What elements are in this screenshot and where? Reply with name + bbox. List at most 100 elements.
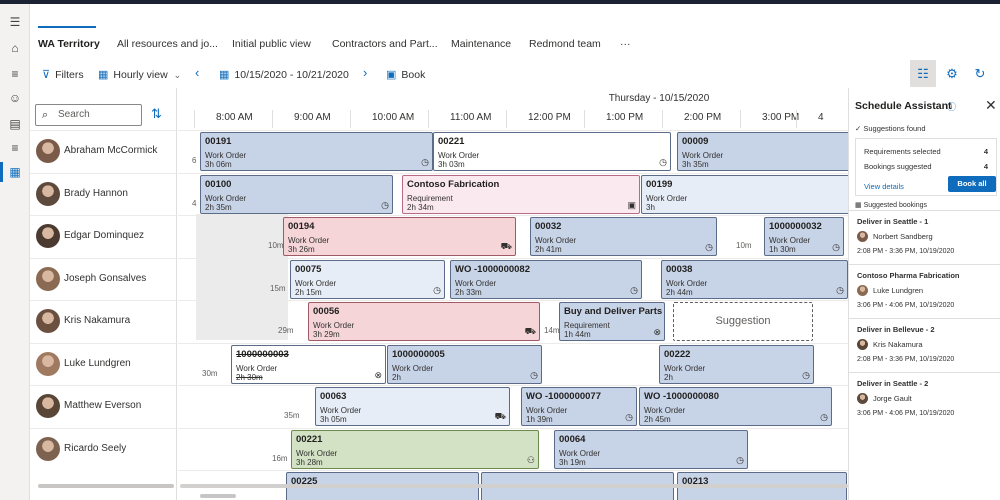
sort-icon[interactable]: ⇅: [151, 106, 162, 121]
booking-duration: 3h 06m: [205, 160, 232, 169]
view-details-link[interactable]: View details: [864, 182, 904, 191]
booking-block[interactable]: 00064 Work Order 3h 19m ◷: [554, 429, 748, 469]
contacts-icon[interactable]: ≡: [11, 141, 19, 155]
booking-block[interactable]: 00191 Work Order 3h 06m ◷: [200, 132, 433, 171]
document-icon[interactable]: ▤: [9, 117, 21, 131]
refresh-icon[interactable]: ↻: [974, 66, 986, 81]
suggested-booking-item[interactable]: Contoso Pharma Fabrication Luke Lundgren…: [849, 264, 1000, 318]
resource-scrollbar[interactable]: [38, 484, 174, 488]
previous-range-button[interactable]: ‹: [195, 65, 200, 80]
booking-block[interactable]: 00199 Work Order 3h: [641, 174, 848, 214]
resource-row[interactable]: Brady Hannon: [30, 172, 176, 216]
suggested-booking-item[interactable]: Deliver in Seattle - 1 Norbert Sandberg …: [849, 210, 1000, 264]
resource-row[interactable]: Edgar Dominquez: [30, 215, 176, 258]
hamburger-menu-icon[interactable]: ☰: [9, 15, 21, 29]
suggestion-slot[interactable]: Suggestion: [673, 302, 813, 341]
booking-block[interactable]: 00009 Work Order 3h 35m: [677, 132, 848, 171]
suggested-booking-item[interactable]: Deliver in Seattle - 2 Jorge Gault 3:06 …: [849, 372, 1000, 426]
booking-block[interactable]: 00075 Work Order 2h 15m ◷: [290, 259, 445, 299]
date-range-picker[interactable]: ▦ 10/15/2020 - 10/21/2020: [219, 69, 349, 81]
booking-duration: 3h 05m: [320, 415, 347, 424]
calendar-icon: ▦: [219, 69, 230, 81]
suggestions-status: ✓ Suggestions found: [855, 124, 926, 133]
panel-title: Schedule Assistant: [855, 100, 952, 112]
booking-block[interactable]: 00221 Work Order 3h 28m ⚇: [291, 429, 539, 469]
tab-wa-territory[interactable]: WA Territory: [38, 38, 100, 50]
resource-row[interactable]: Ricardo Seely: [30, 427, 176, 471]
info-icon[interactable]: ⓘ: [947, 102, 957, 112]
booking-block[interactable]: 00032 Work Order 2h 41m ◷: [530, 217, 717, 256]
booking-block[interactable]: Contoso Fabrication Requirement 2h 34m ▣: [402, 174, 640, 214]
travel-time: 4: [192, 198, 197, 208]
tab-redmond-team[interactable]: Redmond team: [529, 38, 601, 50]
avatar: [36, 266, 60, 291]
booking-type: Work Order: [646, 193, 688, 203]
next-range-button[interactable]: ›: [363, 65, 368, 80]
travel-time: 14m: [544, 326, 560, 335]
suggested-booking-item[interactable]: Deliver in Bellevue - 2 Kris Nakamura 2:…: [849, 318, 1000, 372]
booking-id: 00213: [682, 476, 709, 487]
booking-block[interactable]: 00063 Work Order 3h 05m ⛟: [315, 387, 510, 426]
view-selector[interactable]: ▦ Hourly view ⌄: [98, 69, 182, 81]
avatar: [857, 393, 868, 404]
booking-type: Work Order: [769, 236, 811, 245]
booking-duration: 2h 45m: [644, 415, 671, 424]
booking-block[interactable]: Buy and Deliver Parts Requirement 1h 44m…: [559, 302, 665, 341]
booking-block[interactable]: 00056 Work Order 3h 29m ⛟: [308, 302, 540, 341]
booking-id: 00199: [646, 178, 673, 190]
booking-block[interactable]: WO -1000000082 Work Order 2h 33m ◷: [450, 259, 642, 299]
book-button[interactable]: ▣ Book: [386, 69, 426, 81]
resource-lane: [178, 130, 848, 173]
booking-type: Work Order: [296, 448, 338, 458]
grid-scrollbar[interactable]: [200, 494, 236, 498]
booking-block[interactable]: 00194 Work Order 3h 26m ⛟: [283, 217, 516, 256]
calendar-icon[interactable]: ▦: [9, 165, 21, 179]
resource-lane: [178, 427, 848, 471]
booking-type: Work Order: [320, 406, 362, 415]
booking-block[interactable]: WO -1000000080 Work Order 2h 45m ◷: [639, 387, 832, 426]
list-icon[interactable]: ≡: [11, 67, 19, 81]
filters-button[interactable]: ⊽ Filters: [42, 69, 84, 81]
book-all-button[interactable]: Book all: [948, 176, 996, 192]
search-input[interactable]: ⌕ Search: [35, 104, 142, 126]
suggestion-label: Suggestion: [715, 315, 771, 327]
close-icon[interactable]: ✕: [985, 97, 997, 113]
resource-row[interactable]: Joseph Gonsalves: [30, 257, 176, 301]
booking-id: 00221: [296, 433, 323, 445]
suggestion-time: 2:08 PM - 3:36 PM, 10/19/2020: [857, 356, 955, 363]
tab-contractors[interactable]: Contractors and Part...: [332, 38, 438, 50]
booking-block[interactable]: 1000000032 Work Order 1h 30m ◷: [764, 217, 844, 256]
booking-block[interactable]: 00221 Work Order 3h 03m ◷: [433, 132, 671, 171]
settings-gear-icon[interactable]: ⚙: [946, 66, 958, 81]
tab-all-resources[interactable]: All resources and jo...: [117, 38, 218, 50]
tab-maintenance[interactable]: Maintenance: [451, 38, 512, 50]
booking-block[interactable]: 1000000005 Work Order 2h ◷: [387, 344, 542, 384]
suggestion-resource: Kris Nakamura: [873, 340, 923, 349]
booking-id: 00075: [295, 263, 322, 275]
booking-block[interactable]: 00038 Work Order 2h 44m ◷: [661, 259, 848, 299]
booking-type: Work Order: [392, 363, 434, 373]
details-pane-toggle[interactable]: ☷: [910, 60, 936, 87]
check-circle-icon: ✓: [855, 124, 864, 133]
travel-time: 30m: [202, 368, 218, 378]
requirements-value: 4: [983, 147, 988, 156]
home-icon[interactable]: ⌂: [11, 41, 19, 55]
booking-type: Requirement: [407, 193, 453, 203]
booking-block[interactable]: 1000000003 Work Order 2h 30m ⊗: [231, 344, 386, 384]
tab-initial-public-view[interactable]: Initial public view: [232, 38, 311, 50]
resource-row[interactable]: Luke Lundgren: [30, 342, 176, 386]
tab-more[interactable]: ···: [620, 38, 631, 50]
people-icon[interactable]: ☺: [8, 91, 22, 105]
booking-type: Work Order: [236, 363, 278, 373]
booking-status-icon: ◷: [736, 454, 744, 465]
resource-row[interactable]: Abraham McCormick: [30, 130, 176, 173]
booking-block[interactable]: 00222 Work Order 2h ◷: [659, 344, 814, 384]
booking-status-icon: ◷: [820, 412, 828, 422]
booking-block[interactable]: WO -1000000077 Work Order 1h 39m ◷: [521, 387, 637, 426]
resource-list: ⌕ Search ⇅ Abraham McCormick Brady Hanno…: [30, 88, 177, 500]
hour-label: 1:00 PM: [606, 112, 644, 123]
resource-row[interactable]: Matthew Everson: [30, 385, 176, 428]
resource-row[interactable]: Kris Nakamura: [30, 300, 176, 343]
booking-block[interactable]: 00100 Work Order 2h 35m ◷: [200, 174, 393, 214]
booking-type: Work Order: [313, 321, 355, 330]
